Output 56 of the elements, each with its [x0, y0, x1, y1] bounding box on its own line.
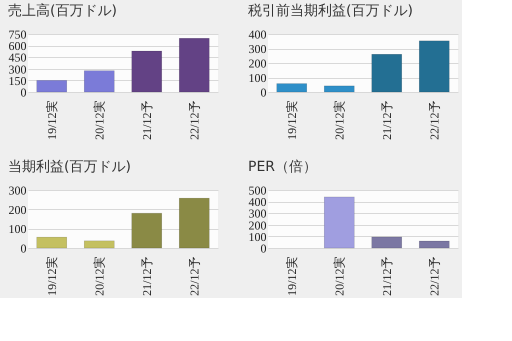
- chart-title: 当期利益(百万ドル): [8, 159, 131, 175]
- chart-title: PER（倍）: [248, 159, 318, 175]
- x-tick-label: 19/12実: [284, 100, 299, 140]
- y-tick-label: 300: [248, 42, 266, 56]
- bar: [178, 38, 210, 92]
- y-tick-label: 0: [260, 242, 266, 256]
- x-tick-label: 22/12予: [427, 256, 442, 296]
- y-tick-label: 200: [248, 218, 266, 232]
- bar: [324, 86, 355, 92]
- y-tick-label: 300: [8, 62, 26, 76]
- x-tick-label: 20/12実: [332, 256, 346, 296]
- y-tick-label: 300: [248, 206, 266, 221]
- x-tick-label: 20/12実: [92, 100, 106, 140]
- bar: [36, 236, 68, 248]
- x-tick-label: 20/12実: [92, 256, 106, 296]
- bar: [371, 236, 402, 248]
- x-tick-label: 20/12実: [332, 100, 346, 140]
- y-tick-label: 0: [260, 86, 266, 100]
- x-tick-label: 21/12予: [140, 100, 154, 140]
- y-tick-label: 0: [20, 242, 26, 256]
- x-tick-label: 22/12予: [187, 100, 202, 140]
- x-tick-label: 22/12予: [427, 100, 442, 140]
- y-tick-label: 400: [248, 195, 266, 210]
- y-tick-label: 750: [8, 28, 26, 42]
- y-tick-label: 100: [248, 230, 266, 244]
- y-tick-label: 0: [20, 86, 26, 100]
- bar: [276, 83, 308, 92]
- x-tick-label: 21/12予: [380, 100, 394, 140]
- x-tick-label: 19/12実: [44, 256, 59, 296]
- x-tick-label: 19/12実: [284, 256, 299, 296]
- bar: [84, 240, 115, 248]
- y-tick-label: 150: [8, 74, 26, 88]
- chart-title: 売上高(百万ドル): [8, 3, 117, 19]
- bar: [418, 40, 450, 92]
- bar: [371, 54, 402, 92]
- y-tick-label: 100: [248, 71, 266, 85]
- bar: [131, 212, 162, 248]
- y-tick-label: 500: [248, 184, 266, 198]
- y-tick-label: 450: [8, 50, 26, 65]
- x-tick-label: 21/12予: [140, 256, 154, 296]
- y-tick-label: 300: [8, 184, 26, 198]
- x-tick-label: 19/12実: [44, 100, 59, 140]
- x-tick-label: 22/12予: [187, 256, 202, 296]
- y-tick-label: 200: [248, 56, 266, 70]
- y-tick-label: 100: [8, 222, 26, 236]
- bar: [418, 240, 450, 248]
- chart-title: 税引前当期利益(百万ドル): [248, 3, 413, 19]
- bar: [178, 198, 210, 248]
- x-tick-label: 21/12予: [380, 256, 394, 296]
- bar: [324, 196, 355, 248]
- bar: [36, 80, 68, 92]
- y-tick-label: 400: [248, 28, 266, 42]
- bar: [131, 50, 162, 92]
- bar: [84, 70, 115, 92]
- y-tick-label: 600: [8, 39, 26, 54]
- y-tick-label: 200: [8, 202, 26, 217]
